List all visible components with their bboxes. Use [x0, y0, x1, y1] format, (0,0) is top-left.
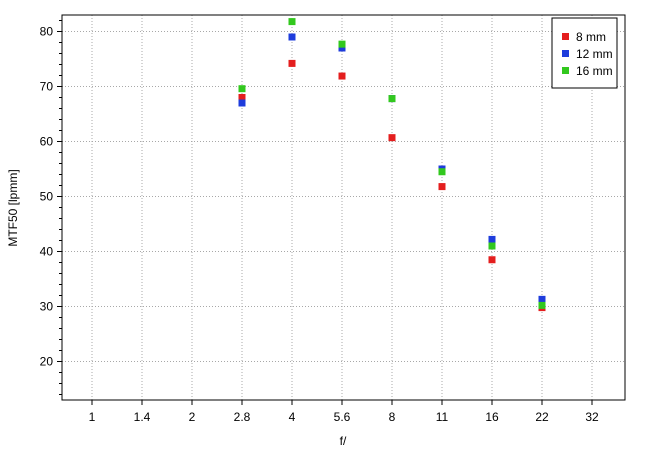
data-point-12mm [338, 44, 346, 52]
y-tick-label: 60 [40, 135, 54, 149]
y-tick-label: 20 [40, 355, 54, 369]
data-point-16mm [238, 85, 246, 93]
data-point-12mm [288, 33, 296, 41]
data-point-16mm [538, 301, 546, 309]
y-tick-label: 50 [40, 190, 54, 204]
grid-lines [62, 15, 625, 400]
data-point-12mm [538, 295, 546, 303]
x-tick-label: 5.6 [334, 410, 351, 424]
legend-marker [562, 50, 569, 57]
legend-marker [562, 33, 569, 40]
data-point-8mm [438, 183, 446, 191]
plot-frame [61, 14, 626, 401]
x-tick-label: 16 [485, 410, 499, 424]
data-point-16mm [388, 95, 396, 103]
x-tick-label: 2.8 [234, 410, 251, 424]
x-tick-label: 4 [289, 410, 296, 424]
data-point-16mm [338, 40, 346, 48]
x-tick-label: 1 [89, 410, 96, 424]
data-point-16mm [438, 168, 446, 176]
y-tick-label: 30 [40, 300, 54, 314]
data-point-8mm [338, 72, 346, 80]
x-tick-label: 2 [189, 410, 196, 424]
data-point-8mm [238, 94, 246, 101]
data-point-16mm [288, 18, 296, 26]
x-tick-label: 22 [535, 410, 549, 424]
legend-label: 8 mm [576, 30, 606, 44]
x-tick-label: 11 [436, 410, 449, 424]
data-point-12mm [488, 235, 496, 243]
legend-label: 12 mm [576, 47, 613, 61]
legend-label: 16 mm [576, 64, 613, 78]
y-tick-label: 80 [40, 25, 54, 39]
x-tick-label: 32 [585, 410, 599, 424]
data-point-16mm [488, 242, 496, 250]
data-point-8mm [488, 256, 496, 264]
data-point-8mm [388, 134, 396, 142]
data-point-12mm [238, 99, 246, 107]
x-axis-title: f/ [340, 434, 347, 448]
data-points [238, 18, 546, 312]
axes: 1 1.4 2 2.8 4 5.6 8 11 16 22 32 20 30 40 50 60 70 80 [40, 14, 626, 424]
y-axis-title: MTF50 [lpmm] [6, 169, 20, 246]
y-tick-label: 40 [40, 245, 54, 259]
data-point-8mm [288, 59, 296, 67]
x-tick-label: 1.4 [134, 410, 151, 424]
y-tick-label: 70 [40, 80, 54, 94]
x-tick-label: 8 [389, 410, 396, 424]
legend-marker [562, 67, 569, 74]
legend: 8 mm 12 mm 16 mm [551, 17, 618, 89]
